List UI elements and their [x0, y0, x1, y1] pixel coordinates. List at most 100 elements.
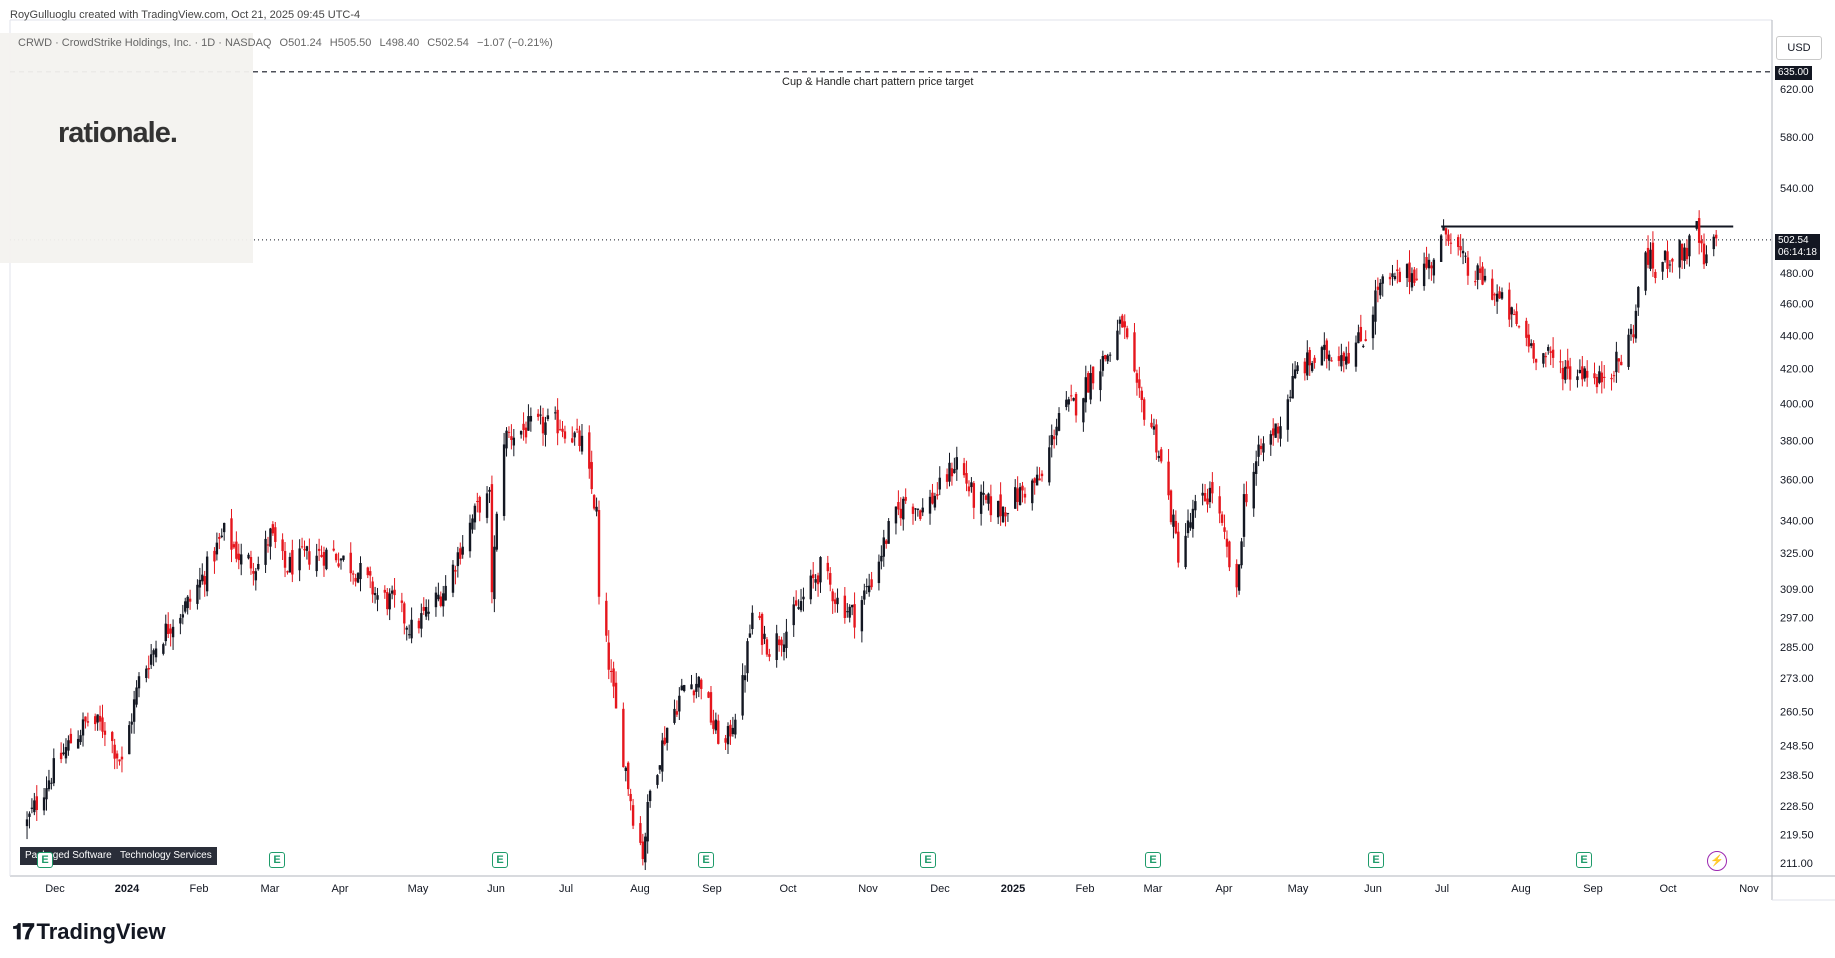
candle-body [1598, 371, 1601, 383]
candle-body [320, 554, 323, 557]
candle-body [1211, 482, 1214, 494]
candle-body [1381, 276, 1384, 284]
candle-body [257, 563, 260, 570]
candle-body [1697, 218, 1701, 243]
candle-body [490, 484, 494, 593]
sector-badge-industry[interactable]: Packaged Software [20, 847, 117, 865]
candle-body [1172, 514, 1175, 527]
candle-body [42, 797, 46, 811]
time-tick-label: Aug [1511, 883, 1531, 895]
candle-body [1306, 352, 1309, 376]
earnings-badge[interactable]: E [269, 852, 285, 868]
candle-body [249, 556, 253, 569]
candle-body [98, 715, 102, 722]
candle-body [833, 599, 837, 604]
candle-body [439, 596, 443, 606]
candle-body [1167, 461, 1170, 496]
candle-body [843, 595, 847, 618]
candle-body [1289, 396, 1292, 398]
candle-body [1177, 531, 1180, 563]
axis-lines [9, 19, 1835, 901]
candle-body [1108, 354, 1112, 356]
candle-body [1559, 361, 1562, 363]
candle-body [646, 801, 649, 842]
candle-body [522, 423, 525, 431]
candle-body [1396, 269, 1399, 272]
earnings-badge[interactable]: E [920, 852, 936, 868]
candle-body [1561, 367, 1565, 380]
candle-body [656, 775, 659, 785]
candle-body [247, 554, 250, 559]
candle-body [25, 819, 29, 827]
candle-body [1323, 344, 1326, 350]
candle-body [558, 429, 562, 431]
target-annotation: Cup & Handle chart pattern price target [782, 76, 974, 88]
candle-body [785, 631, 788, 649]
tradingview-brand: TradingView [36, 919, 166, 944]
candle-body [1515, 311, 1518, 324]
price-axis[interactable]: 211.00 219.50 228.50 238.50 248.50 260.50 273.… [1780, 84, 1814, 870]
symbol-legend[interactable]: CRWD · CrowdStrike Holdings, Inc. · 1D ·… [18, 37, 558, 49]
target-price-tag: 635.00 [1775, 66, 1812, 80]
candle-body [322, 552, 326, 566]
candle-body [1325, 340, 1328, 359]
candle-body [76, 738, 80, 749]
candle-body [1712, 236, 1715, 250]
candle-body [1357, 332, 1360, 344]
candle-body [631, 805, 635, 826]
candle-body [867, 585, 871, 593]
candle-body [305, 546, 309, 551]
candle-body [921, 507, 924, 513]
earnings-badge[interactable]: E [37, 852, 53, 868]
candle-body [536, 413, 540, 417]
price-tick-label: 460.00 [1780, 298, 1814, 310]
candle-body [266, 544, 270, 546]
candle-body [678, 695, 681, 712]
candle-body [765, 639, 769, 655]
candle-body [1508, 289, 1511, 320]
candle-body [1359, 326, 1363, 342]
candle-body [1157, 455, 1161, 459]
candle-body [1544, 356, 1548, 358]
time-tick-label: Nov [858, 883, 878, 895]
candle-body [1663, 250, 1667, 261]
candle-body [1376, 286, 1380, 290]
candle-body [198, 579, 202, 588]
candle-body [1038, 478, 1041, 481]
candle-body [1118, 319, 1122, 324]
time-axis[interactable]: Dec 2024 Feb Mar Apr May Jun Jul Aug Sep Oct Nov Dec… [45, 883, 1759, 895]
price-tick-label: 580.00 [1780, 132, 1814, 144]
candle-body [1067, 399, 1070, 405]
candle-body [658, 765, 662, 770]
candle-body [203, 576, 206, 585]
candle-body [1186, 520, 1190, 534]
candle-body [1644, 252, 1647, 291]
earnings-badge[interactable]: E [698, 852, 714, 868]
earnings-badge[interactable]: E [1145, 852, 1161, 868]
candle-body [1379, 282, 1382, 296]
candle-body [1116, 330, 1119, 360]
earnings-badge[interactable]: E [1576, 852, 1592, 868]
sector-badge-sector[interactable]: Technology Services [115, 847, 217, 865]
candle-body [220, 535, 223, 538]
earnings-badge[interactable]: E [1368, 852, 1384, 868]
candle-body [1320, 347, 1324, 366]
candle-body [724, 738, 727, 743]
candle-body [709, 692, 713, 723]
candle-body [614, 682, 618, 709]
countdown-value: 06:14:18 [1778, 247, 1817, 258]
candle-body [201, 574, 204, 582]
candle-body [592, 495, 596, 509]
price-tick-label: 380.00 [1780, 436, 1814, 448]
tradingview-logo[interactable]: 𝟏𝟕 TradingView [12, 919, 166, 945]
candle-body [680, 685, 683, 691]
candle-body [916, 508, 920, 510]
currency-button[interactable]: USD [1776, 36, 1822, 60]
candle-body [488, 489, 491, 492]
candle-body [230, 518, 233, 550]
earnings-badge[interactable]: E [492, 852, 508, 868]
candle-body [1160, 449, 1163, 462]
candle-body [595, 506, 598, 512]
lightning-icon[interactable]: ⚡ [1707, 851, 1727, 871]
